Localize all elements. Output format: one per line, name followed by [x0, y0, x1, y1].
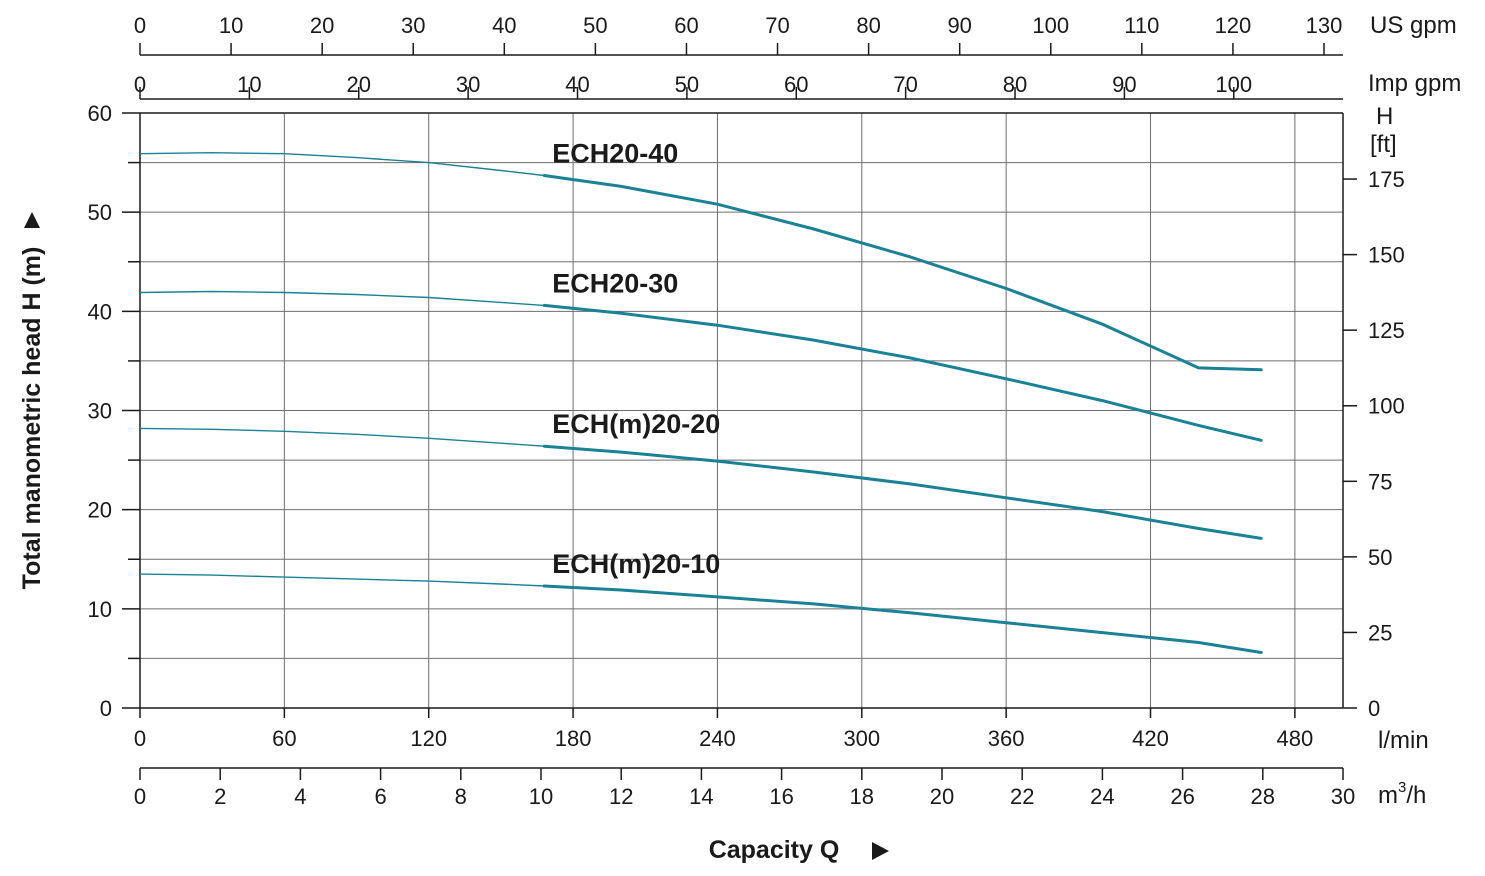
- series-group: [139, 151, 1263, 654]
- series-line-2: [542, 303, 1263, 442]
- series-line-1: [542, 174, 1263, 372]
- x-axis-title-arrow-icon: [872, 842, 889, 860]
- usgpm-tick-label: 80: [856, 13, 880, 38]
- x-tick-label: 0: [134, 726, 146, 751]
- usgpm-tick-label: 20: [310, 13, 334, 38]
- m3h-unit-label: m3/h: [1378, 779, 1426, 809]
- x-tick-label: 120: [410, 726, 447, 751]
- m3h-unit-base: m: [1378, 782, 1398, 809]
- right-tick-label: 125: [1368, 318, 1405, 343]
- m3h-tick-label: 10: [529, 784, 553, 809]
- impgpm-tick-label: 70: [893, 72, 917, 97]
- impgpm-tick-label: 20: [347, 72, 371, 97]
- usgpm-tick-label: 70: [765, 13, 789, 38]
- usgpm-tick-label: 10: [219, 13, 243, 38]
- y-tick-label: 30: [88, 399, 112, 424]
- x-tick-label: 480: [1277, 726, 1314, 751]
- right-unit-label-h: H: [1376, 103, 1393, 130]
- m3h-tick-label: 12: [609, 784, 633, 809]
- usgpm-tick-label: 100: [1032, 13, 1069, 38]
- y-tick-label: 10: [88, 597, 112, 622]
- series-line-thin-3: [139, 427, 545, 447]
- y-axis-title: Total manometric head H (m): [18, 247, 46, 590]
- m3h-tick-label: 20: [930, 784, 954, 809]
- right-tick-label: 75: [1368, 469, 1392, 494]
- series-line-thin-4: [139, 573, 545, 587]
- x-tick-label: 360: [988, 726, 1025, 751]
- usgpm-tick-label: 30: [401, 13, 425, 38]
- m3h-tick-label: 30: [1331, 784, 1355, 809]
- right-tick-label: 150: [1368, 243, 1405, 268]
- y-tick-label: 60: [88, 101, 112, 126]
- impgpm-tick-label: 30: [456, 72, 480, 97]
- impgpm-tick-label: 100: [1215, 72, 1252, 97]
- usgpm-tick-label: 60: [674, 13, 698, 38]
- right-unit-label-ft: [ft]: [1370, 131, 1397, 158]
- x-tick-label: 180: [555, 726, 592, 751]
- series-line-3: [542, 444, 1263, 540]
- usgpm-tick-label: 0: [134, 13, 146, 38]
- x-tick-label: 420: [1132, 726, 1169, 751]
- m3h-tick-label: 14: [689, 784, 713, 809]
- m3h-tick-label: 2: [214, 784, 226, 809]
- series-line-4: [542, 584, 1263, 654]
- m3h-tick-label: 28: [1251, 784, 1275, 809]
- series-line-thin-1: [139, 151, 545, 177]
- impgpm-tick-label: 80: [1003, 72, 1027, 97]
- m3h-tick-label: 26: [1170, 784, 1194, 809]
- m3h-tick-label: 6: [374, 784, 386, 809]
- series-label-1: ECH20-40: [552, 138, 678, 168]
- impgpm-tick-label: 90: [1112, 72, 1136, 97]
- usgpm-tick-label: 130: [1306, 13, 1343, 38]
- impgpm-tick-label: 10: [237, 72, 261, 97]
- series-label-4: ECH(m)20-10: [552, 549, 720, 579]
- x-axis-title: Capacity Q: [709, 836, 840, 864]
- y-tick-label: 20: [88, 498, 112, 523]
- x-tick-label: 300: [843, 726, 880, 751]
- right-tick-label: 100: [1368, 394, 1405, 419]
- series-line-thin-2: [139, 290, 545, 307]
- right-tick-label: 0: [1368, 696, 1380, 721]
- series-label-3: ECH(m)20-20: [552, 409, 720, 439]
- y-tick-label: 0: [100, 696, 112, 721]
- impgpm-tick-label: 50: [675, 72, 699, 97]
- m3h-tick-label: 8: [455, 784, 467, 809]
- y-axis-title-arrow-icon: [24, 212, 40, 228]
- usgpm-tick-label: 40: [492, 13, 516, 38]
- impgpm-tick-label: 40: [565, 72, 589, 97]
- m3h-tick-label: 4: [294, 784, 306, 809]
- usgpm-tick-label: 120: [1215, 13, 1252, 38]
- grid: [140, 113, 1343, 708]
- impgpm-unit-label: Imp gpm: [1368, 70, 1461, 97]
- m3h-tick-label: 0: [134, 784, 146, 809]
- usgpm-tick-label: 110: [1124, 13, 1159, 38]
- x-tick-label: 60: [272, 726, 296, 751]
- y-tick-label: 50: [88, 200, 112, 225]
- right-tick-label: 50: [1368, 545, 1392, 570]
- impgpm-tick-label: 60: [784, 72, 808, 97]
- m3h-unit-tail: /h: [1406, 782, 1426, 809]
- right-tick-label: 25: [1368, 620, 1392, 645]
- m3h-tick-label: 16: [769, 784, 793, 809]
- usgpm-tick-label: 50: [583, 13, 607, 38]
- right-tick-label: 175: [1368, 167, 1405, 192]
- y-tick-label: 40: [88, 299, 112, 324]
- usgpm-tick-label: 90: [947, 13, 971, 38]
- m3h-unit-sup: 3: [1398, 779, 1406, 796]
- x-unit-label: l/min: [1378, 727, 1429, 754]
- m3h-tick-label: 22: [1010, 784, 1034, 809]
- x-tick-label: 240: [699, 726, 736, 751]
- m3h-tick-label: 24: [1090, 784, 1114, 809]
- m3h-tick-label: 18: [850, 784, 874, 809]
- impgpm-tick-label: 0: [134, 72, 146, 97]
- series-label-2: ECH20-30: [552, 268, 678, 298]
- usgpm-unit-label: US gpm: [1370, 12, 1457, 39]
